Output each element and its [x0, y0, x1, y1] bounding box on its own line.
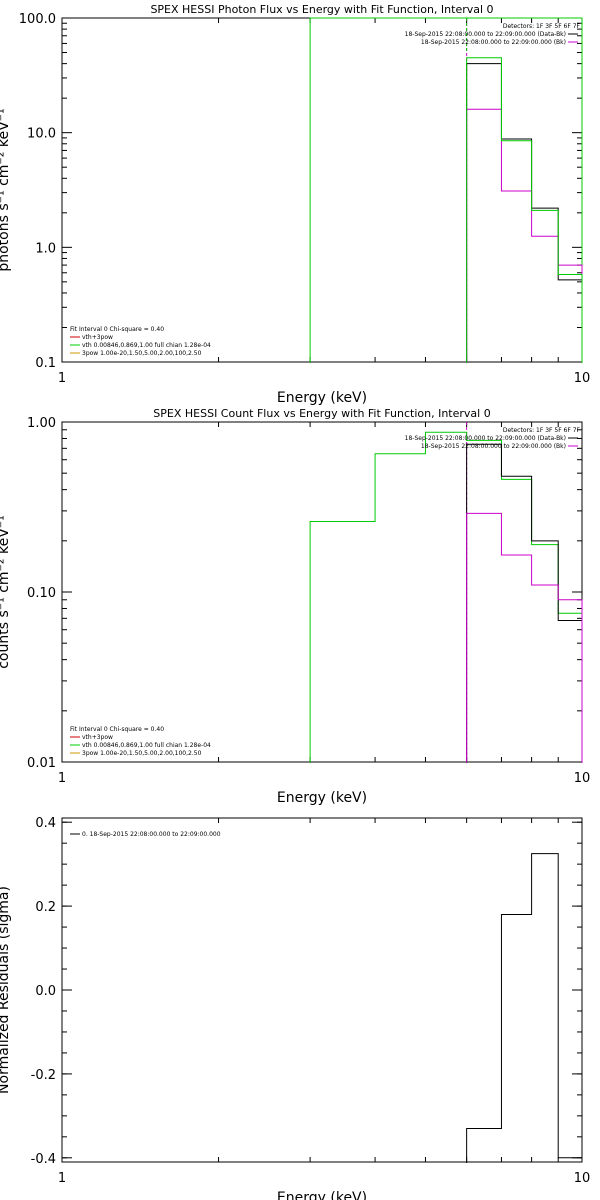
- y-tick-label: -0.4: [31, 1152, 56, 1167]
- count-title: SPEX HESSI Count Flux vs Energy with Fit…: [153, 407, 490, 420]
- y-tick-label: 0.01: [27, 756, 56, 771]
- legend-text: 18-Sep-2015 22:08:00.000 to 22:09:00.000…: [405, 31, 566, 38]
- y-tick-label: 100.0: [19, 12, 56, 27]
- resid-x-axis-label: Energy (keV): [277, 1190, 367, 1200]
- legend-text: 18-Sep-2015 22:08:00.000 to 22:09:00.000…: [421, 443, 566, 450]
- photon-series-0-green: [309, 17, 583, 363]
- photon-title: SPEX HESSI Photon Flux vs Energy with Fi…: [150, 3, 493, 16]
- y-tick-label: 1.00: [27, 416, 56, 431]
- photon-series-2-magenta: [466, 108, 583, 363]
- photon-plot-frame: [61, 17, 583, 363]
- photon-x-axis-label: Energy (keV): [277, 390, 367, 406]
- legend-text: vth 0.00846,0.869,1.00 full chian 1.28e-…: [82, 342, 211, 349]
- x-tick-label: 1: [58, 371, 66, 386]
- y-tick-label: 0.1: [35, 356, 56, 371]
- resid-y-axis-label: Normalized Residuals (sigma): [0, 886, 12, 1094]
- y-tick-label: 10.0: [27, 127, 56, 142]
- y-tick-label: 0.0: [35, 984, 56, 999]
- legend-text: 0. 18-Sep-2015 22:08:00.000 to 22:09:00.…: [82, 831, 221, 838]
- y-tick-label: 1.0: [35, 241, 56, 256]
- legend-text: 18-Sep-2015 22:08:00.000 to 22:09:00.000…: [405, 435, 566, 442]
- x-tick-label: 10: [574, 1171, 591, 1186]
- photon-y-axis-label: photons s⁻¹ cm⁻² keV⁻¹: [0, 108, 12, 271]
- legend-text: Detectors: 1F 3F 5F 6F 7F: [503, 23, 581, 30]
- y-tick-label: 0.10: [27, 586, 56, 601]
- legend-text: Detectors: 1F 3F 5F 6F 7F: [503, 427, 581, 434]
- legend-text: vth+3pow: [82, 334, 113, 341]
- y-tick-label: 0.4: [35, 816, 56, 831]
- x-tick-label: 1: [58, 1171, 66, 1186]
- x-tick-label: 1: [58, 771, 66, 786]
- legend-text: Fit Interval 0 Chi-square = 0.40: [70, 326, 164, 333]
- y-tick-label: -0.2: [31, 1068, 56, 1083]
- x-tick-label: 10: [574, 771, 591, 786]
- x-tick-label: 10: [574, 371, 591, 386]
- legend-text: vth 0.00846,0.869,1.00 full chian 1.28e-…: [82, 742, 211, 749]
- resid-chart: 1 10 -0.4 -0.2 0.0 0.2 0.4 Energy (keV) Normaliz…: [0, 816, 590, 1200]
- count-series-1-black: [466, 443, 583, 763]
- count-chart: SPEX HESSI Count Flux vs Energy with Fit…: [0, 407, 590, 806]
- count-y-axis-label: counts s⁻¹ cm⁻² keV⁻¹: [0, 515, 12, 669]
- legend-text: 3pow 1.00e-20,1.50,5.00,2.00,100,2.50: [82, 350, 202, 357]
- count-series-2-magenta: [466, 512, 583, 763]
- legend-text: Fit Interval 0 Chi-square = 0.40: [70, 726, 164, 733]
- resid-plot-frame: [61, 817, 583, 1163]
- legend-text: vth+3pow: [82, 734, 113, 741]
- legend-text: 18-Sep-2015 22:08:00.000 to 22:09:00.000…: [421, 39, 566, 46]
- photon-series-1-black: [466, 63, 583, 363]
- count-series-0-green: [309, 431, 583, 763]
- photon-series-3-green: [466, 57, 583, 363]
- photon-chart: SPEX HESSI Photon Flux vs Energy with Fi…: [0, 3, 590, 406]
- count-plot-frame: [61, 421, 583, 763]
- count-x-axis-label: Energy (keV): [277, 790, 367, 806]
- resid-series-0-black: [466, 853, 582, 1163]
- legend-text: 3pow 1.00e-20,1.50,5.00,2.00,100,2.50: [82, 750, 202, 757]
- y-tick-label: 0.2: [35, 900, 56, 915]
